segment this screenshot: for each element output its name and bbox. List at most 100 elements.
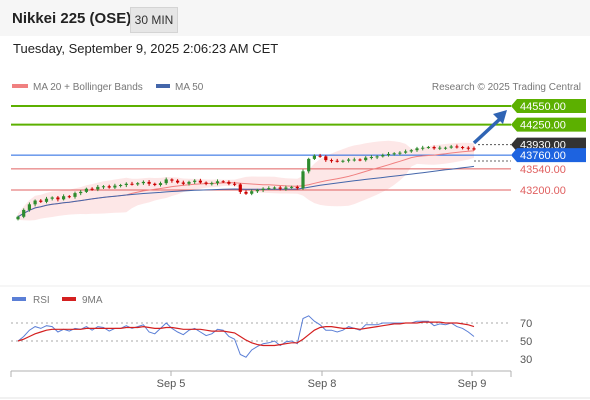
- ma20-legend-label: MA 20 + Bollinger Bands: [33, 82, 143, 93]
- rsi-ma-line: [17, 321, 475, 347]
- candle-body: [284, 187, 288, 189]
- candle-body: [426, 147, 430, 149]
- candle: [261, 187, 265, 193]
- candle-body: [27, 204, 31, 210]
- candle: [329, 158, 334, 163]
- candle: [141, 180, 145, 185]
- candle-body: [375, 156, 379, 158]
- candle: [176, 179, 180, 184]
- credit-text: Research © 2025 Trading Central: [432, 82, 581, 93]
- candle-body: [107, 186, 111, 188]
- candle-body: [50, 197, 54, 199]
- candle-body: [227, 181, 231, 184]
- candle-body: [22, 209, 26, 217]
- candle-body: [347, 159, 351, 161]
- rsi-ma-legend-label: 9MA: [82, 295, 103, 306]
- candle: [164, 177, 168, 185]
- candle: [187, 180, 191, 186]
- candle-body: [381, 155, 385, 157]
- candle: [147, 180, 151, 186]
- candle: [392, 152, 396, 156]
- candle-body: [181, 182, 185, 184]
- candle: [449, 144, 453, 149]
- level-label-43540.00: 43540.00: [520, 164, 566, 176]
- candle: [432, 145, 436, 150]
- candle: [73, 191, 77, 199]
- candle-body: [392, 153, 396, 155]
- candle: [96, 185, 100, 192]
- candle: [267, 186, 271, 190]
- candle: [16, 215, 20, 221]
- candle: [124, 182, 128, 188]
- candle-body: [324, 156, 328, 161]
- candle: [335, 158, 339, 163]
- candle-body: [56, 197, 60, 200]
- candle: [443, 146, 448, 150]
- candle: [84, 187, 88, 193]
- chart-header: Nikkei 225 (OSE) 30 MIN: [0, 0, 590, 36]
- candle-body: [386, 153, 391, 156]
- candle: [244, 190, 248, 195]
- candle: [404, 149, 408, 154]
- candle: [250, 189, 254, 196]
- candle: [284, 185, 288, 191]
- candle: [318, 153, 322, 158]
- candle-body: [409, 150, 413, 152]
- level-label-43760.00: 43760.00: [520, 150, 566, 162]
- candle-body: [16, 216, 20, 220]
- candle-body: [62, 196, 66, 200]
- forecast-arrow-shaft: [472, 116, 503, 145]
- candle-body: [238, 184, 242, 192]
- candle: [341, 159, 345, 163]
- rsi-ma-legend-swatch: [62, 297, 76, 301]
- candle-body: [79, 191, 83, 194]
- candle: [290, 185, 294, 189]
- candle-body: [335, 160, 339, 162]
- interval-button[interactable]: 30 MIN: [130, 7, 178, 33]
- candle: [198, 178, 202, 184]
- candle-body: [158, 183, 163, 186]
- level-tag-43930.00: [511, 137, 586, 152]
- candle: [193, 179, 197, 184]
- candle: [375, 155, 379, 160]
- candle-body: [193, 180, 197, 182]
- candle-body: [198, 180, 202, 183]
- ma20-legend-swatch: [12, 84, 28, 88]
- candle-body: [415, 148, 419, 151]
- candle: [352, 157, 356, 162]
- x-axis: Sep 5 Sep 8 Sep 9: [157, 371, 486, 390]
- candle-body: [301, 171, 305, 189]
- candle-body: [364, 157, 368, 161]
- candle-body: [438, 147, 442, 149]
- candle: [455, 144, 459, 149]
- candle-body: [455, 146, 459, 148]
- candle-body: [432, 147, 436, 149]
- candle-body: [290, 186, 294, 188]
- candle: [181, 180, 185, 186]
- candle: [22, 208, 26, 219]
- candle: [39, 199, 43, 203]
- candle: [107, 184, 111, 189]
- level-label-44250.00: 44250.00: [520, 120, 566, 132]
- candle: [426, 145, 430, 149]
- rsi-legend-swatch: [12, 297, 26, 301]
- candle-body: [170, 179, 174, 181]
- level-label-43200.00: 43200.00: [520, 185, 566, 197]
- candle: [119, 183, 123, 188]
- candle: [153, 182, 157, 187]
- candle: [233, 181, 237, 187]
- rsi-line: [17, 315, 475, 358]
- candle-body: [358, 159, 362, 161]
- candle: [461, 145, 465, 150]
- candle: [324, 155, 328, 162]
- candle-body: [141, 181, 145, 184]
- candle: [113, 183, 117, 189]
- rsi-panel: 70 50 30: [11, 315, 532, 366]
- candle: [136, 182, 140, 186]
- candle: [358, 158, 362, 162]
- candle-body: [153, 183, 157, 186]
- candle: [278, 186, 282, 191]
- candle-body: [398, 152, 402, 154]
- candle-body: [215, 181, 220, 184]
- price-panel: 44550.0044250.0043930.0043760.0043540.00…: [11, 99, 586, 221]
